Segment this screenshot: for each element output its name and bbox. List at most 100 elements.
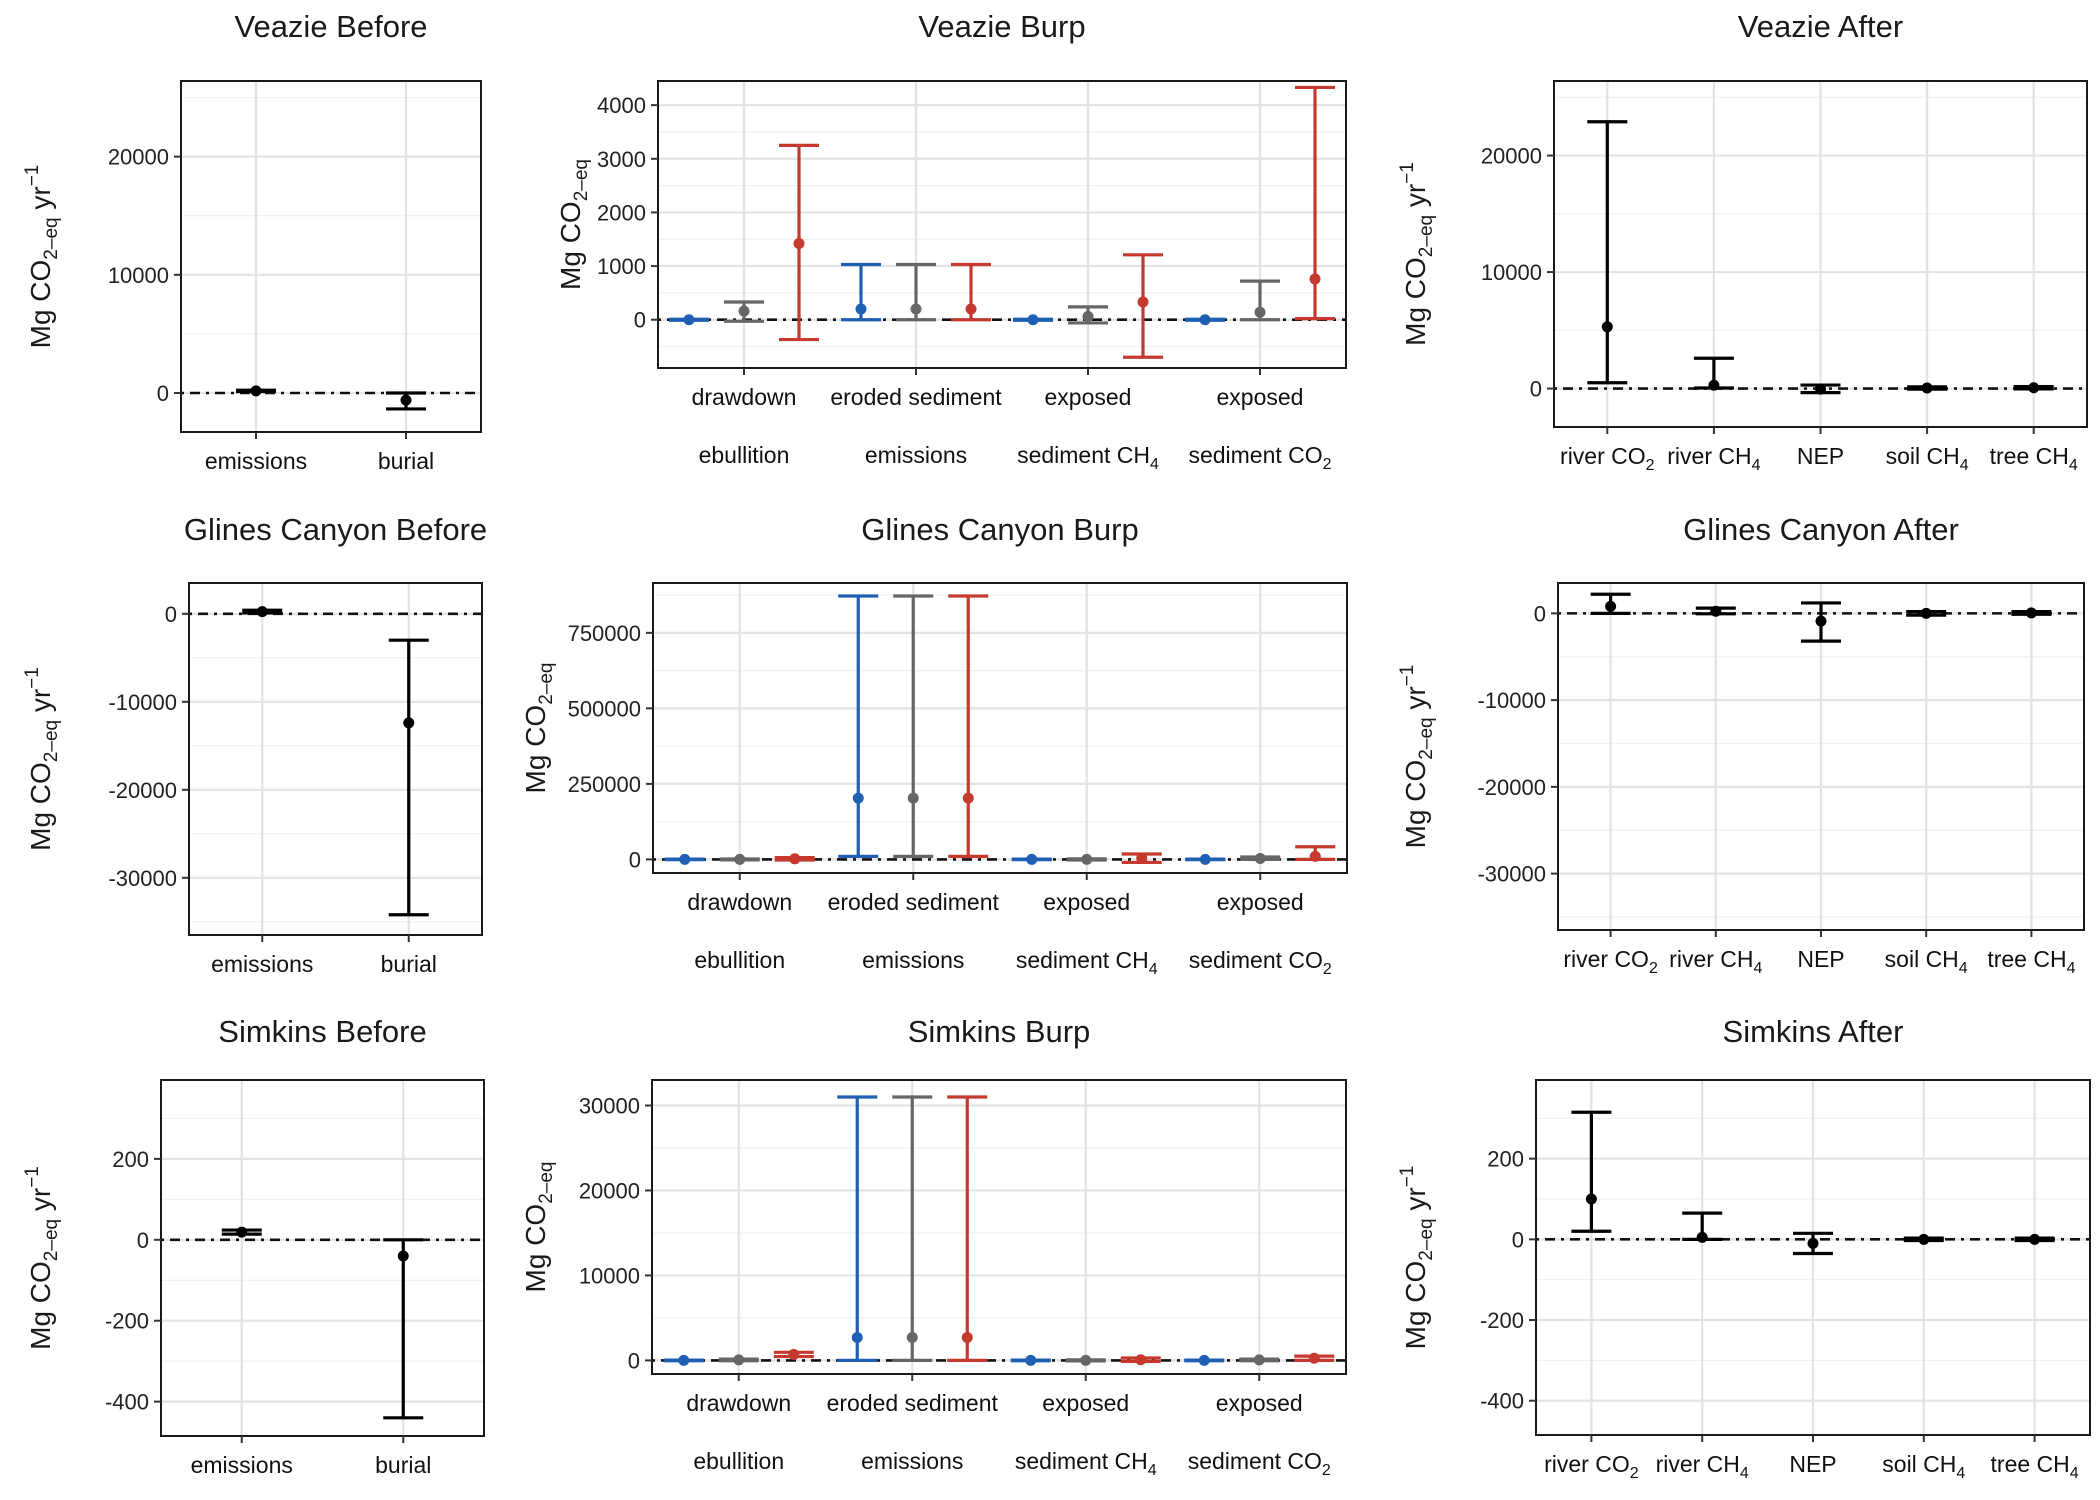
x-tick-label: river CH4 (1669, 946, 1762, 977)
y-tick-label: -10000 (108, 690, 177, 715)
y-tick-label: 0 (634, 308, 646, 333)
data-point (1027, 314, 1039, 326)
x-tick-label-line2: emissions (865, 442, 967, 468)
y-axis-label: Mg CO2–eq (520, 1162, 557, 1293)
panel-simkins-burp: 0 10000 20000 30000 drawdown ebullition eroded… (520, 1014, 1347, 1479)
error-bar (837, 1095, 878, 1363)
x-tick-label: emissions (191, 1452, 293, 1478)
x-tick-label: burial (375, 1452, 431, 1478)
plot-frame (651, 1079, 1347, 1375)
data-point (1137, 296, 1149, 308)
data-point (1254, 306, 1266, 318)
x-tick-label-line2: sediment CO2 (1188, 442, 1331, 473)
y-tick-label: -30000 (1477, 862, 1546, 887)
y-tick-label: -30000 (108, 866, 177, 891)
x-tick-label: soil CH4 (1885, 946, 1968, 977)
data-point (1081, 853, 1093, 865)
y-axis-label: Mg CO2–eq yr−1 (1397, 665, 1437, 849)
data-point (851, 1331, 863, 1343)
x-tick-label: exposed (1045, 384, 1132, 410)
data-point (1601, 321, 1613, 333)
panel-title: Veazie Before (234, 9, 427, 44)
x-tick-label: tree CH4 (1991, 1451, 2079, 1482)
data-point (852, 792, 864, 804)
x-tick-label: eroded sediment (827, 1390, 999, 1416)
y-tick-label: 0 (1512, 1227, 1524, 1252)
x-tick-label: exposed (1216, 1390, 1303, 1416)
x-tick-label: exposed (1217, 384, 1304, 410)
error-bar (383, 1238, 424, 1420)
panel-simkins-after: -400 -200 0 200 river CO2 river CH4 NEP soil CH… (1397, 1014, 2091, 1482)
plot-frame (657, 80, 1347, 369)
data-point (1807, 1237, 1819, 1249)
x-tick-label-line2: sediment CH4 (1017, 442, 1159, 473)
data-point (1199, 314, 1211, 326)
data-point (961, 1331, 973, 1343)
panel-title: Simkins Before (218, 1014, 426, 1049)
y-tick-label: 0 (628, 1348, 640, 1373)
panel-title: Veazie After (1738, 9, 1903, 44)
data-point (236, 1226, 248, 1238)
x-tick-label: river CO2 (1544, 1451, 1639, 1482)
data-point (1082, 311, 1094, 323)
x-tick-label: river CH4 (1656, 1451, 1749, 1482)
data-point (907, 792, 919, 804)
data-point (910, 303, 922, 315)
y-axis-label: Mg CO2–eq (555, 159, 592, 290)
data-point (1080, 1354, 1092, 1366)
data-point (1585, 1193, 1597, 1205)
x-tick-label-line2: ebullition (699, 442, 790, 468)
x-tick-label-line2: emissions (862, 947, 964, 973)
y-axis-label: Mg CO2–eq (520, 663, 557, 794)
data-point (256, 606, 268, 618)
panel-glines-canyon-after: -30000 -20000 -10000 0 river CO2 river CH4 NEP… (1397, 512, 2085, 977)
y-axis-label: Mg CO2–eq yr−1 (1397, 162, 1437, 346)
y-tick-label: 2000 (597, 200, 646, 225)
data-point (962, 792, 974, 804)
panel-title: Glines Canyon After (1683, 512, 1959, 547)
data-point (789, 853, 801, 865)
error-bar (1571, 1110, 1612, 1233)
y-tick-label: 10000 (579, 1263, 640, 1288)
panel-title: Veazie Burp (918, 9, 1085, 44)
panel-simkins-before: -400 -200 0 200 emissions burial Simkins Befor… (22, 1014, 485, 1478)
x-tick-label: eroded sediment (828, 889, 1000, 915)
data-point (2025, 607, 2037, 619)
panel-title: Glines Canyon Before (184, 512, 487, 547)
x-tick-label: NEP (1797, 443, 1844, 469)
y-tick-label: 20000 (1481, 144, 1542, 169)
error-bar (892, 1095, 933, 1363)
y-tick-label: -10000 (1477, 688, 1546, 713)
data-point (738, 305, 750, 317)
y-tick-label: 20000 (108, 145, 169, 170)
x-tick-label-line2: ebullition (693, 1448, 784, 1474)
y-tick-label: -200 (105, 1309, 149, 1334)
data-point (1708, 379, 1720, 391)
y-tick-label: 0 (1534, 601, 1546, 626)
x-tick-label: river CH4 (1667, 443, 1760, 474)
x-tick-label: soil CH4 (1886, 443, 1969, 474)
error-bar (947, 1095, 988, 1363)
y-axis-label: Mg CO2–eq yr−1 (1397, 1166, 1437, 1350)
data-point (679, 853, 691, 865)
y-tick-label: -400 (1480, 1389, 1524, 1414)
panel-veazie-burp: 0 1000 2000 3000 4000 drawdown ebullition erode… (555, 9, 1347, 473)
data-point (1309, 850, 1321, 862)
data-point (400, 394, 412, 406)
x-tick-label: drawdown (686, 1390, 791, 1416)
x-tick-label-line2: sediment CH4 (1016, 947, 1158, 978)
y-tick-label: 750000 (568, 621, 641, 646)
x-tick-label: burial (381, 951, 437, 977)
panel-veazie-after: 0 10000 20000 river CO2 river CH4 NEP soil CH4… (1397, 9, 2088, 474)
data-point (1815, 383, 1826, 395)
data-point (1710, 605, 1722, 617)
panel-glines-canyon-burp: 0 250000 500000 750000 drawdown ebullition ero… (520, 512, 1348, 978)
data-point (965, 303, 977, 315)
data-point (1309, 273, 1321, 285)
x-tick-label: exposed (1217, 889, 1304, 915)
x-tick-label-line2: sediment CO2 (1189, 947, 1332, 978)
y-tick-label: -20000 (108, 778, 177, 803)
y-tick-label: 3000 (597, 147, 646, 172)
x-tick-label: emissions (205, 448, 307, 474)
